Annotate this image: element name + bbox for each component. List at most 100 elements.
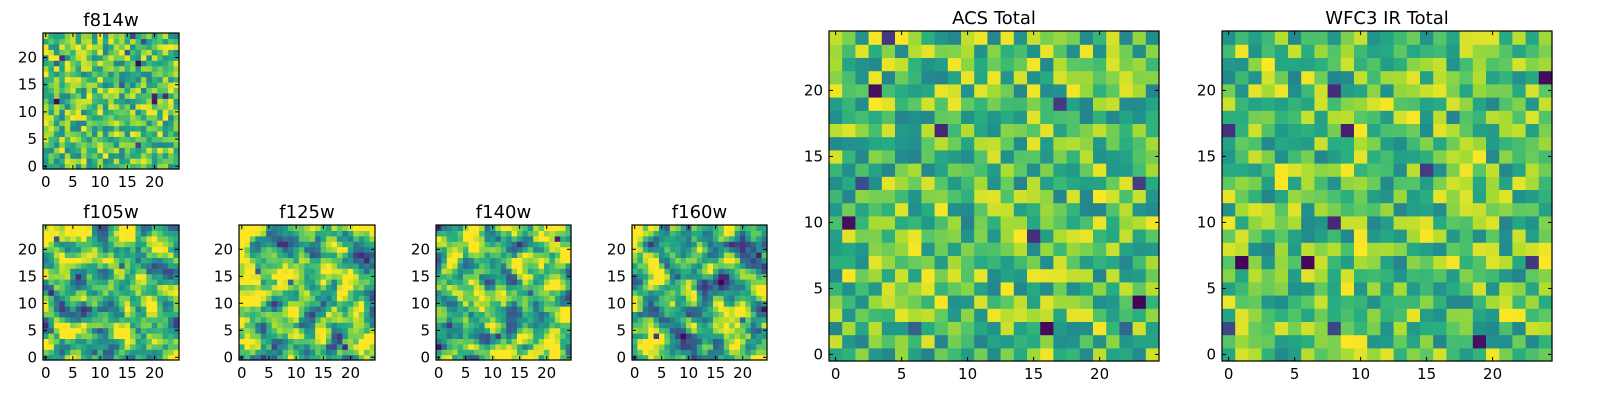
heatmap-cell [282, 225, 289, 231]
heatmap-cell [1119, 123, 1134, 138]
heatmap-cell [119, 273, 126, 280]
heatmap-cell [162, 54, 169, 61]
heatmap-cell [347, 343, 354, 350]
heatmap-cell [729, 279, 736, 285]
heatmap-cell [64, 109, 71, 116]
heatmap-cell [293, 241, 300, 248]
heatmap-cell [119, 295, 126, 302]
panel-title: f105w [83, 202, 138, 223]
heatmap-cell [1512, 242, 1527, 256]
heatmap-cell [135, 65, 142, 72]
heatmap-cell [1013, 163, 1028, 177]
heatmap-cell [168, 333, 175, 339]
heatmap-cell [1446, 321, 1461, 336]
heatmap-cell [1222, 31, 1236, 45]
heatmap-cell [43, 295, 50, 302]
heatmap-cell [64, 60, 71, 67]
heatmap-cell [91, 273, 98, 280]
heatmap-cell [260, 327, 267, 334]
heatmap-cell [895, 149, 909, 164]
heatmap-cell [1013, 97, 1028, 111]
heatmap-cell [48, 311, 55, 318]
heatmap-cell [653, 333, 660, 339]
heatmap-cell [1301, 347, 1315, 362]
heatmap-cell [495, 327, 502, 334]
heatmap-cell [750, 252, 757, 258]
heatmap-cell [146, 38, 153, 45]
heatmap-cell [1066, 189, 1081, 204]
heatmap-cell [277, 343, 284, 350]
heatmap-cell [249, 279, 256, 285]
heatmap-cell [157, 43, 164, 50]
heatmap-cell [91, 65, 98, 72]
heatmap-cell [1248, 57, 1263, 72]
heatmap-cell [1538, 308, 1553, 322]
heatmap-cell [452, 257, 459, 264]
heatmap-cell [659, 235, 665, 242]
heatmap-cell [108, 43, 115, 50]
heatmap-cell [538, 273, 545, 280]
heatmap-cell [168, 136, 175, 143]
heatmap-cell [1446, 268, 1461, 283]
heatmap-cell [91, 54, 98, 61]
heatmap-cell [369, 257, 376, 264]
heatmap-cell [130, 295, 137, 302]
heatmap-cell [1040, 229, 1054, 243]
y-tick-label: 0 [420, 348, 430, 366]
heatmap-cell [239, 295, 246, 302]
heatmap-cell [554, 311, 561, 318]
heatmap-cell [173, 71, 180, 78]
heatmap-cell [718, 316, 725, 323]
heatmap-cell [1420, 110, 1434, 124]
heatmap-cell [1433, 44, 1447, 58]
heatmap-cell [64, 262, 71, 269]
heatmap-cell [1499, 281, 1513, 296]
heatmap-cell [86, 225, 93, 231]
heatmap-cell [369, 295, 376, 302]
heatmap-cell [511, 322, 518, 329]
heatmap-cell [544, 246, 550, 253]
heatmap-cell [632, 333, 638, 339]
heatmap-cell [43, 262, 50, 269]
heatmap-cell [490, 268, 496, 275]
heatmap-cell [59, 147, 66, 154]
heatmap-cell [934, 281, 949, 296]
heatmap-cell [554, 284, 561, 291]
heatmap-cell [495, 279, 502, 285]
heatmap-cell [293, 306, 300, 312]
heatmap-cell [157, 81, 164, 88]
heatmap-cell [358, 235, 365, 242]
heatmap-cell [1340, 215, 1355, 230]
heatmap-cell [565, 257, 572, 264]
heatmap-cell [347, 327, 354, 334]
heatmap-cell [750, 295, 757, 302]
heatmap-cell [908, 242, 922, 256]
heatmap-cell [140, 130, 147, 137]
heatmap-cell [713, 268, 719, 275]
heatmap-cell [500, 322, 507, 329]
heatmap-cell [277, 284, 284, 291]
heatmap-cell [108, 230, 115, 237]
heatmap-cell [729, 338, 736, 345]
heatmap-cell [1393, 242, 1408, 256]
heatmap-cell [358, 354, 365, 361]
heatmap-cell [266, 262, 273, 269]
heatmap-cell [342, 246, 349, 253]
heatmap-cell [124, 120, 131, 127]
heatmap-cell [490, 241, 496, 248]
heatmap-cell [1274, 308, 1289, 322]
heatmap-cell [151, 76, 158, 83]
heatmap-cell [1380, 123, 1395, 138]
heatmap-cell [130, 273, 137, 280]
heatmap-cell [675, 311, 682, 318]
heatmap-cell [146, 54, 153, 61]
heatmap-cell [686, 322, 692, 329]
heatmap-cell [761, 316, 768, 323]
heatmap-cell [146, 98, 153, 105]
heatmap-cell [369, 235, 376, 242]
heatmap-cell [162, 103, 169, 110]
heatmap-cell [59, 87, 66, 94]
heatmap-cell [734, 273, 741, 280]
heatmap-cell [1459, 189, 1474, 204]
heatmap-cell [522, 289, 529, 296]
